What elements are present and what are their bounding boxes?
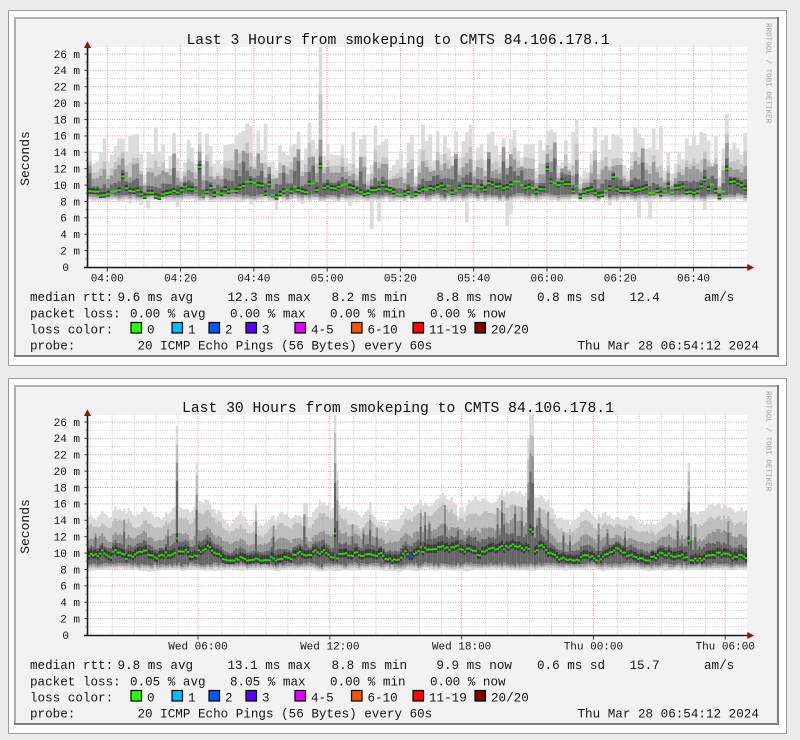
svg-text:8.2 ms min: 8.2 ms min [332,291,408,305]
svg-text:4-5: 4-5 [311,692,334,706]
svg-text:Seconds: Seconds [18,131,33,186]
svg-text:3: 3 [262,324,270,338]
svg-text:0.6 ms sd: 0.6 ms sd [537,659,605,673]
svg-text:RRDTOOL / TOBI OETIKER: RRDTOOL / TOBI OETIKER [764,23,772,124]
svg-text:14 m: 14 m [54,148,81,160]
svg-text:6 m: 6 m [60,214,80,226]
svg-text:Wed 12:00: Wed 12:00 [300,642,359,654]
svg-text:0.00 % max: 0.00 % max [230,308,306,322]
svg-text:8.8 ms min: 8.8 ms min [332,659,408,673]
svg-text:loss color:: loss color: [30,692,113,706]
svg-text:0.05 % avg: 0.05 % avg [130,676,206,690]
svg-text:24 m: 24 m [54,434,81,446]
svg-text:2: 2 [225,324,233,338]
svg-text:median rtt:: median rtt: [30,291,113,305]
svg-text:06:40: 06:40 [677,274,710,286]
svg-text:20/20: 20/20 [491,324,529,338]
svg-text:Seconds: Seconds [18,499,33,554]
svg-text:Wed 18:00: Wed 18:00 [432,642,491,654]
svg-text:probe:: probe: [30,708,75,722]
svg-text:16 m: 16 m [54,500,81,512]
svg-text:04:00: 04:00 [91,274,124,286]
svg-text:3: 3 [262,692,270,706]
svg-text:Thu 06:00: Thu 06:00 [695,642,754,654]
svg-text:loss color:: loss color: [30,324,113,338]
svg-text:22 m: 22 m [54,83,81,95]
svg-text:22 m: 22 m [54,451,81,463]
svg-text:05:00: 05:00 [311,274,344,286]
svg-text:probe:: probe: [30,340,75,354]
svg-text:20 ICMP Echo Pings (56 Bytes): 20 ICMP Echo Pings (56 Bytes) every 60s [138,708,433,722]
svg-text:packet loss:: packet loss: [30,676,121,690]
svg-text:9.9 ms now: 9.9 ms now [436,659,512,673]
svg-text:14 m: 14 m [54,516,81,528]
svg-text:04:40: 04:40 [237,274,270,286]
svg-text:8 m: 8 m [60,197,80,209]
svg-text:4 m: 4 m [60,598,80,610]
svg-text:1: 1 [188,692,196,706]
svg-text:12 m: 12 m [54,164,81,176]
svg-text:20 ICMP Echo Pings (56 Bytes): 20 ICMP Echo Pings (56 Bytes) every 60s [138,340,433,354]
svg-text:6 m: 6 m [60,582,80,594]
svg-text:packet loss:: packet loss: [30,308,121,322]
svg-text:15.7: 15.7 [630,659,660,673]
svg-text:9.8 ms avg: 9.8 ms avg [118,659,194,673]
svg-text:8.8 ms now: 8.8 ms now [436,291,512,305]
svg-text:06:20: 06:20 [604,274,637,286]
svg-text:18 m: 18 m [54,483,81,495]
svg-text:20 m: 20 m [54,467,81,479]
svg-text:8.05 % max: 8.05 % max [230,676,306,690]
svg-text:1: 1 [188,324,196,338]
svg-text:10 m: 10 m [54,181,81,193]
svg-text:Last 30 Hours from smokeping t: Last 30 Hours from smokeping to CMTS 84.… [182,401,614,417]
svg-text:05:40: 05:40 [457,274,490,286]
svg-text:12.4: 12.4 [630,291,660,305]
svg-text:0.00 % min: 0.00 % min [330,676,406,690]
svg-text:am/s: am/s [704,659,734,673]
svg-text:12.3 ms max: 12.3 ms max [228,291,311,305]
svg-text:16 m: 16 m [54,132,81,144]
svg-text:Last 3 Hours from smokeping to: Last 3 Hours from smokeping to CMTS 84.1… [186,33,609,49]
svg-text:12 m: 12 m [54,532,81,544]
svg-text:26 m: 26 m [54,50,81,62]
svg-text:20 m: 20 m [54,99,81,111]
svg-text:2: 2 [225,692,233,706]
svg-text:10 m: 10 m [54,549,81,561]
svg-text:Thu 00:00: Thu 00:00 [564,642,623,654]
svg-text:2 m: 2 m [60,246,80,258]
svg-text:0.00 % now: 0.00 % now [430,676,506,690]
svg-text:24 m: 24 m [54,66,81,78]
svg-text:0.00 % now: 0.00 % now [430,308,506,322]
svg-text:0.8 ms sd: 0.8 ms sd [537,291,605,305]
svg-text:11-19: 11-19 [429,692,467,706]
svg-text:0.00 % min: 0.00 % min [330,308,406,322]
svg-text:04:20: 04:20 [164,274,197,286]
svg-text:05:20: 05:20 [384,274,417,286]
svg-text:0: 0 [62,631,69,643]
svg-text:06:00: 06:00 [530,274,563,286]
svg-text:8 m: 8 m [60,565,80,577]
svg-text:0: 0 [147,324,155,338]
svg-text:2 m: 2 m [60,614,80,626]
svg-text:20/20: 20/20 [491,692,529,706]
svg-text:Thu Mar 28 06:54:12 2024: Thu Mar 28 06:54:12 2024 [578,340,759,354]
svg-text:4-5: 4-5 [311,324,334,338]
svg-text:26 m: 26 m [54,418,81,430]
svg-text:13.1 ms max: 13.1 ms max [228,659,311,673]
svg-text:Thu Mar 28 06:54:12 2024: Thu Mar 28 06:54:12 2024 [578,708,759,722]
svg-text:RRDTOOL / TOBI OETIKER: RRDTOOL / TOBI OETIKER [764,391,772,492]
svg-text:6-10: 6-10 [368,324,398,338]
svg-text:am/s: am/s [704,291,734,305]
svg-text:9.6 ms avg: 9.6 ms avg [118,291,194,305]
svg-text:0.00 % avg: 0.00 % avg [130,308,206,322]
svg-text:4 m: 4 m [60,230,80,242]
svg-text:11-19: 11-19 [429,324,467,338]
svg-text:0: 0 [147,692,155,706]
svg-text:6-10: 6-10 [368,692,398,706]
svg-text:18 m: 18 m [54,115,81,127]
svg-text:0: 0 [62,263,69,275]
svg-text:median rtt:: median rtt: [30,659,113,673]
svg-text:Wed 06:00: Wed 06:00 [168,642,227,654]
